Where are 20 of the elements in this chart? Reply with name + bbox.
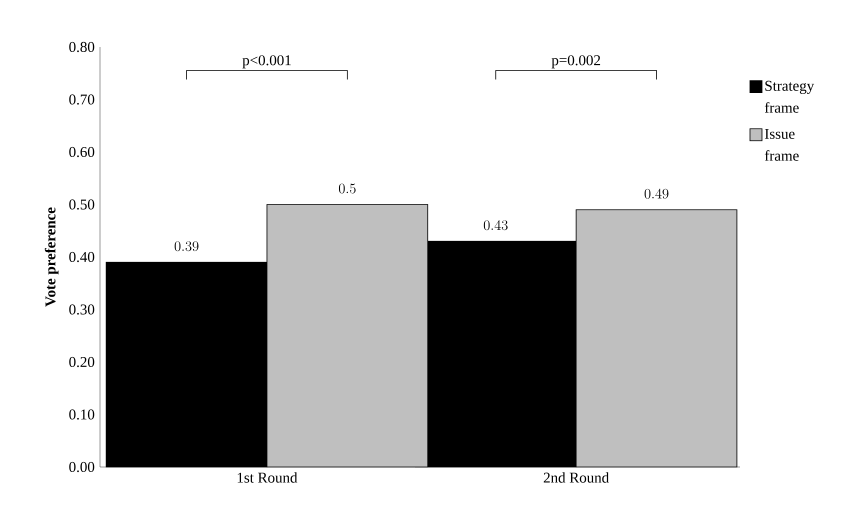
annotation: p=0.002: [552, 55, 600, 68]
x-tick-label: 2nd Round: [544, 472, 609, 483]
legend-label: Issue frame: [764, 128, 799, 161]
y-tick-label: 0.00: [69, 462, 94, 472]
y-tick-label: 0.10: [69, 409, 94, 420]
y-tick-label: 0.40: [69, 252, 94, 262]
data-label: 0.5: [338, 184, 356, 194]
y-tick-label: 0.60: [69, 146, 94, 158]
y-tick-label: 0.80: [69, 42, 94, 52]
data-label: 0.39: [174, 241, 198, 252]
data-label: 0.43: [484, 220, 508, 230]
y-tick-label: 0.20: [69, 356, 94, 368]
data-label: 0.49: [644, 188, 668, 199]
y-tick-label: 0.30: [69, 304, 94, 315]
y-tick-label: 0.50: [69, 199, 94, 210]
y-axis-title: Vote preference: [44, 208, 59, 307]
y-tick-label: 0.70: [69, 94, 94, 105]
annotation: p<0.001: [242, 55, 291, 68]
x-tick-label: 1st Round: [238, 472, 298, 483]
legend-label: Strategy frame: [764, 80, 814, 113]
